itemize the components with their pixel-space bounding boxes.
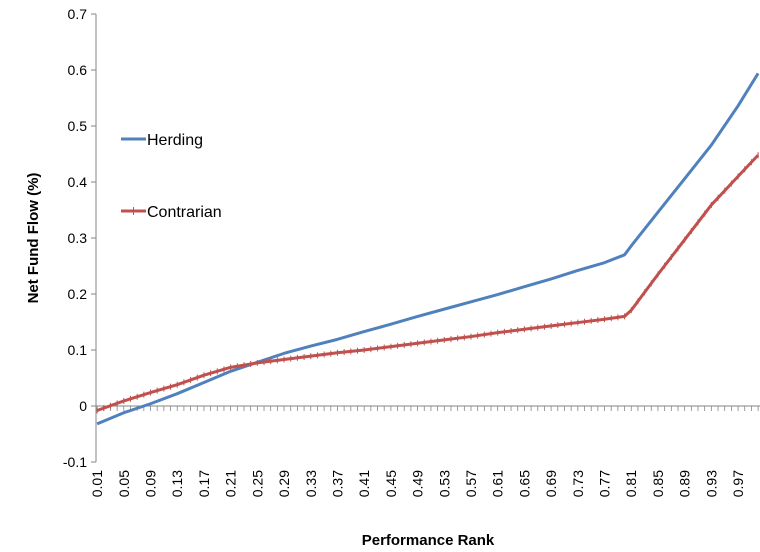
x-tick-label: 0.69 [543,470,559,497]
x-tick-label: 0.01 [89,470,105,497]
x-tick-label: 0.89 [677,470,693,497]
x-tick-label: 0.57 [463,470,479,497]
x-tick-label: 0.41 [356,470,372,497]
legend-label-contrarian: Contrarian [147,204,222,221]
y-tick-label: -0.1 [63,454,87,470]
x-tick-label: 0.49 [410,470,426,497]
x-tick-labels: 0.01 0.05 0.09 0.13 0.17 0.21 0.25 0.29 0.33 0.37… [89,470,746,497]
x-tick-label: 0.21 [223,470,239,497]
y-tick-label: 0.1 [68,342,88,358]
legend-label-herding: Herding [147,132,203,149]
x-tick-label: 0.33 [303,470,319,497]
series-line-herding [96,72,760,426]
y-axis-title: Net Fund Flow (%) [25,173,42,304]
series-layer [96,72,760,426]
x-tick-label: 0.29 [276,470,292,497]
x-tick-label: 0.45 [383,470,399,497]
x-tick-label: 0.53 [436,470,452,497]
x-tick-label: 0.25 [249,470,265,497]
y-tick-label: 0.3 [68,230,88,246]
x-tick-label: 0.61 [490,470,506,497]
y-tick-label: 0 [79,398,87,414]
x-tick-label: 0.85 [650,470,666,497]
axes [91,13,760,463]
x-tick-label: 0.81 [623,470,639,497]
x-tick-label: 0.13 [169,470,185,497]
x-tick-label: 0.17 [196,470,212,497]
legend: Herding Contrarian [121,132,222,221]
y-tick-label: 0.6 [68,62,88,78]
series-line-contrarian [96,154,760,412]
x-tick-label: 0.97 [730,470,746,497]
x-tick-label: 0.93 [703,470,719,497]
x-tick-label: 0.73 [570,470,586,497]
x-tick-label: 0.65 [516,470,532,497]
x-tick-label: 0.77 [597,470,613,497]
y-tick-label: 0.5 [68,118,88,134]
y-tick-label: 0.4 [68,174,88,190]
x-axis-title: Performance Rank [362,532,495,549]
x-tick-label: 0.05 [116,470,132,497]
x-tick-label: 0.37 [329,470,345,497]
x-tick-label: 0.09 [143,470,159,497]
y-tick-label: 0.2 [68,286,88,302]
y-tick-label: 0.7 [68,6,88,22]
y-tick-labels: -0.1 0 0.1 0.2 0.3 0.4 0.5 0.6 0.7 [63,6,87,470]
